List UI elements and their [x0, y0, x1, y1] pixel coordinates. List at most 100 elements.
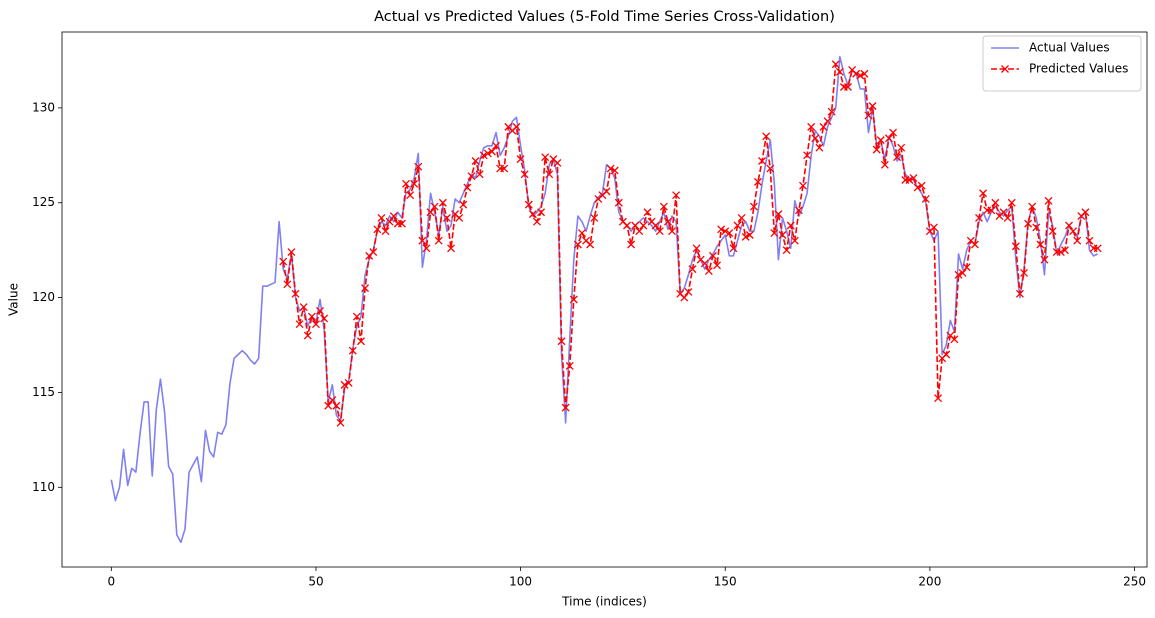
marker — [627, 240, 636, 249]
marker — [823, 117, 832, 126]
marker — [1020, 268, 1028, 277]
marker — [1040, 255, 1049, 264]
marker — [311, 320, 320, 329]
marker — [692, 244, 701, 253]
marker — [279, 257, 288, 266]
marker — [876, 136, 885, 145]
marker — [287, 248, 296, 257]
marker — [422, 244, 431, 253]
marker — [471, 157, 480, 165]
marker — [1060, 246, 1069, 255]
chart-title: Actual vs Predicted Values (5-Fold Time … — [374, 9, 835, 25]
marker — [377, 213, 386, 222]
marker — [1085, 236, 1094, 245]
marker — [586, 240, 595, 249]
legend-label: Actual Values — [1029, 41, 1110, 55]
x-tick-label: 50 — [308, 575, 323, 589]
x-tick-label: 100 — [509, 575, 532, 589]
marker — [811, 134, 820, 143]
marker — [770, 229, 779, 238]
marker — [835, 67, 844, 76]
marker — [602, 187, 611, 196]
marker — [704, 267, 713, 276]
marker — [516, 155, 525, 164]
marker — [668, 227, 676, 236]
marker — [344, 379, 353, 387]
y-tick-label: 125 — [32, 195, 55, 209]
marker — [332, 401, 341, 410]
marker — [942, 350, 951, 359]
marker — [500, 164, 509, 173]
marker — [741, 232, 750, 241]
legend-marker — [1001, 65, 1009, 73]
marker — [991, 198, 1000, 207]
marker — [447, 244, 455, 253]
marker — [844, 83, 852, 91]
marker — [700, 259, 709, 268]
series — [279, 60, 1102, 427]
marker — [340, 380, 349, 389]
marker — [324, 401, 333, 410]
marker — [856, 71, 865, 80]
marker — [909, 174, 918, 183]
marker — [316, 306, 325, 315]
marker — [606, 164, 615, 173]
marker — [487, 147, 496, 156]
marker — [512, 122, 521, 131]
marker — [537, 208, 546, 217]
marker — [827, 107, 836, 116]
marker — [397, 219, 406, 228]
marker — [1069, 227, 1078, 236]
marker — [283, 280, 292, 289]
marker — [520, 170, 529, 179]
marker — [295, 320, 304, 329]
marker — [745, 231, 754, 239]
marker — [467, 172, 476, 181]
marker — [459, 200, 468, 209]
marker — [868, 102, 877, 110]
marker — [573, 240, 582, 249]
marker — [303, 331, 312, 340]
marker — [725, 229, 734, 238]
marker — [631, 221, 640, 230]
marker — [1044, 196, 1053, 205]
marker — [561, 403, 570, 412]
marker — [1081, 208, 1090, 217]
marker — [430, 202, 439, 211]
marker — [884, 134, 893, 143]
marker — [889, 128, 898, 137]
marker — [737, 213, 746, 222]
marker — [1048, 227, 1057, 236]
marker — [590, 213, 599, 222]
marker — [402, 179, 410, 188]
marker — [328, 396, 337, 405]
y-tick-label: 110 — [32, 480, 55, 494]
marker — [1028, 202, 1037, 211]
marker — [950, 335, 959, 344]
marker — [860, 69, 869, 78]
marker — [708, 251, 717, 260]
marker — [651, 221, 660, 230]
marker — [680, 293, 689, 302]
marker — [545, 170, 554, 179]
marker — [790, 236, 799, 245]
marker — [819, 122, 828, 131]
marker — [1003, 213, 1012, 222]
marker — [426, 208, 435, 217]
marker — [921, 194, 930, 203]
marker — [815, 143, 824, 152]
marker — [463, 183, 472, 192]
legend-label: Predicted Values — [1029, 62, 1128, 76]
marker — [569, 295, 578, 304]
marker — [483, 149, 492, 158]
marker — [442, 213, 451, 222]
y-tick-label: 130 — [32, 100, 55, 114]
marker — [954, 270, 963, 279]
marker — [672, 191, 681, 200]
marker — [958, 268, 967, 277]
marker — [524, 200, 533, 209]
x-tick-label: 250 — [1123, 575, 1146, 589]
marker — [348, 346, 357, 355]
marker — [1015, 289, 1024, 298]
marker — [893, 153, 902, 162]
